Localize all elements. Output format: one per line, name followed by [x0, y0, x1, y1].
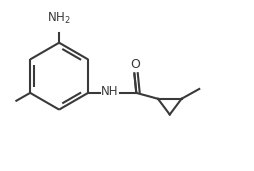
Text: NH$_2$: NH$_2$ — [47, 11, 71, 26]
Text: NH: NH — [101, 85, 118, 98]
Text: O: O — [130, 58, 140, 71]
